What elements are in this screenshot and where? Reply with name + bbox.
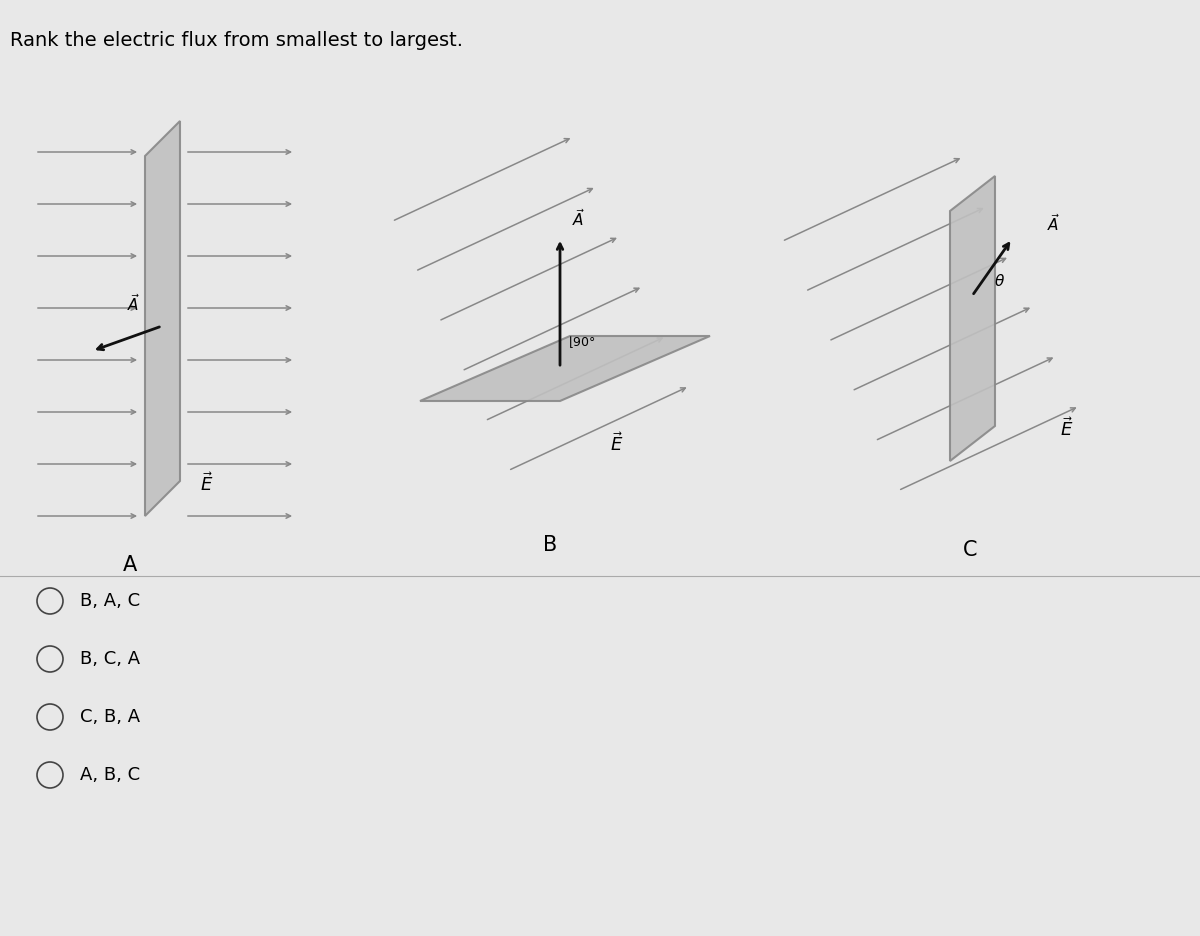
Text: A, B, C: A, B, C bbox=[80, 766, 140, 784]
Text: $\lfloor$90°: $\lfloor$90° bbox=[568, 334, 596, 350]
Text: A: A bbox=[122, 555, 137, 575]
Polygon shape bbox=[145, 121, 180, 516]
Text: $\theta$: $\theta$ bbox=[994, 273, 1006, 289]
Text: B, C, A: B, C, A bbox=[80, 650, 140, 668]
Polygon shape bbox=[950, 176, 995, 461]
Text: C, B, A: C, B, A bbox=[80, 708, 140, 726]
Text: $\vec{E}$: $\vec{E}$ bbox=[1060, 417, 1073, 440]
Text: $\vec{A}$: $\vec{A}$ bbox=[127, 293, 140, 314]
Polygon shape bbox=[420, 336, 710, 401]
Text: $\vec{E}$: $\vec{E}$ bbox=[610, 432, 623, 455]
Text: Rank the electric flux from smallest to largest.: Rank the electric flux from smallest to … bbox=[10, 31, 463, 50]
Text: C: C bbox=[962, 540, 977, 560]
Text: B, A, C: B, A, C bbox=[80, 592, 140, 610]
Text: B: B bbox=[542, 535, 557, 555]
Text: $\vec{E}$: $\vec{E}$ bbox=[200, 472, 214, 495]
Text: $\vec{A}$: $\vec{A}$ bbox=[572, 208, 586, 229]
Text: $\vec{A}$: $\vec{A}$ bbox=[1046, 213, 1061, 234]
